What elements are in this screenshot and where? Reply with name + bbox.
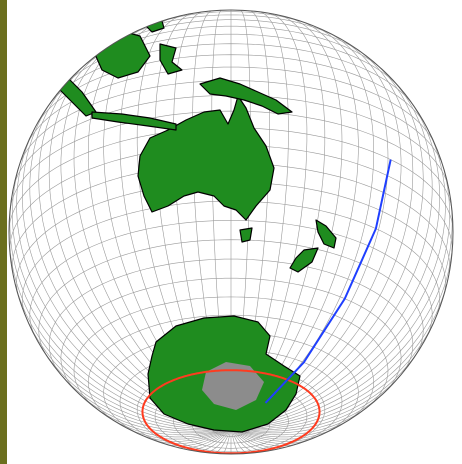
tasmania-land: [239, 227, 253, 243]
meridian-line: [109, 417, 232, 438]
new-zealand-north-land: [315, 219, 337, 249]
meridian-line: [230, 274, 450, 429]
sulawesi-land: [159, 43, 183, 75]
overlay-lines: [141, 159, 392, 454]
globe-outline: [8, 9, 454, 455]
meridian-line: [230, 427, 299, 447]
meridian-line: [230, 417, 353, 438]
parallel-line: [13, 94, 449, 188]
meridian-line: [230, 76, 433, 429]
meridian-line: [9, 195, 232, 429]
parallel-line: [26, 66, 436, 145]
meridian-line: [230, 427, 324, 442]
ice-shelf: [202, 362, 264, 410]
meridian-line: [230, 427, 311, 444]
meridian-line: [230, 238, 453, 429]
meridian-line: [76, 391, 232, 434]
meridian-line: [230, 61, 424, 429]
side-strip: [0, 0, 7, 464]
new-guinea-land: [199, 77, 293, 115]
meridian-line: [230, 154, 450, 429]
meridian-line: [230, 315, 437, 430]
australia-land: [137, 95, 275, 221]
antarctic-circle: [141, 369, 321, 454]
meridian-line: [138, 427, 232, 442]
meridian-line: [126, 427, 232, 440]
track-line: [264, 159, 392, 404]
parallel-line: [47, 43, 415, 107]
meridian-line: [57, 371, 232, 432]
meridian-line: [9, 231, 232, 429]
meridian-line: [230, 49, 414, 429]
meridian-line: [230, 371, 405, 432]
meridian-line: [230, 427, 336, 440]
new-zealand-south-land: [289, 247, 319, 273]
meridian-line: [230, 342, 424, 431]
meridian-line: [230, 97, 440, 429]
meridian-line: [230, 195, 453, 429]
meridian-line: [230, 391, 386, 434]
meridian-line: [25, 315, 232, 430]
meridian-line: [151, 427, 232, 444]
meridian-line: [38, 342, 232, 431]
java-chain-land: [91, 111, 177, 131]
meridian-line: [230, 127, 446, 429]
meridian-line: [163, 427, 232, 447]
meridian-line: [12, 274, 232, 429]
